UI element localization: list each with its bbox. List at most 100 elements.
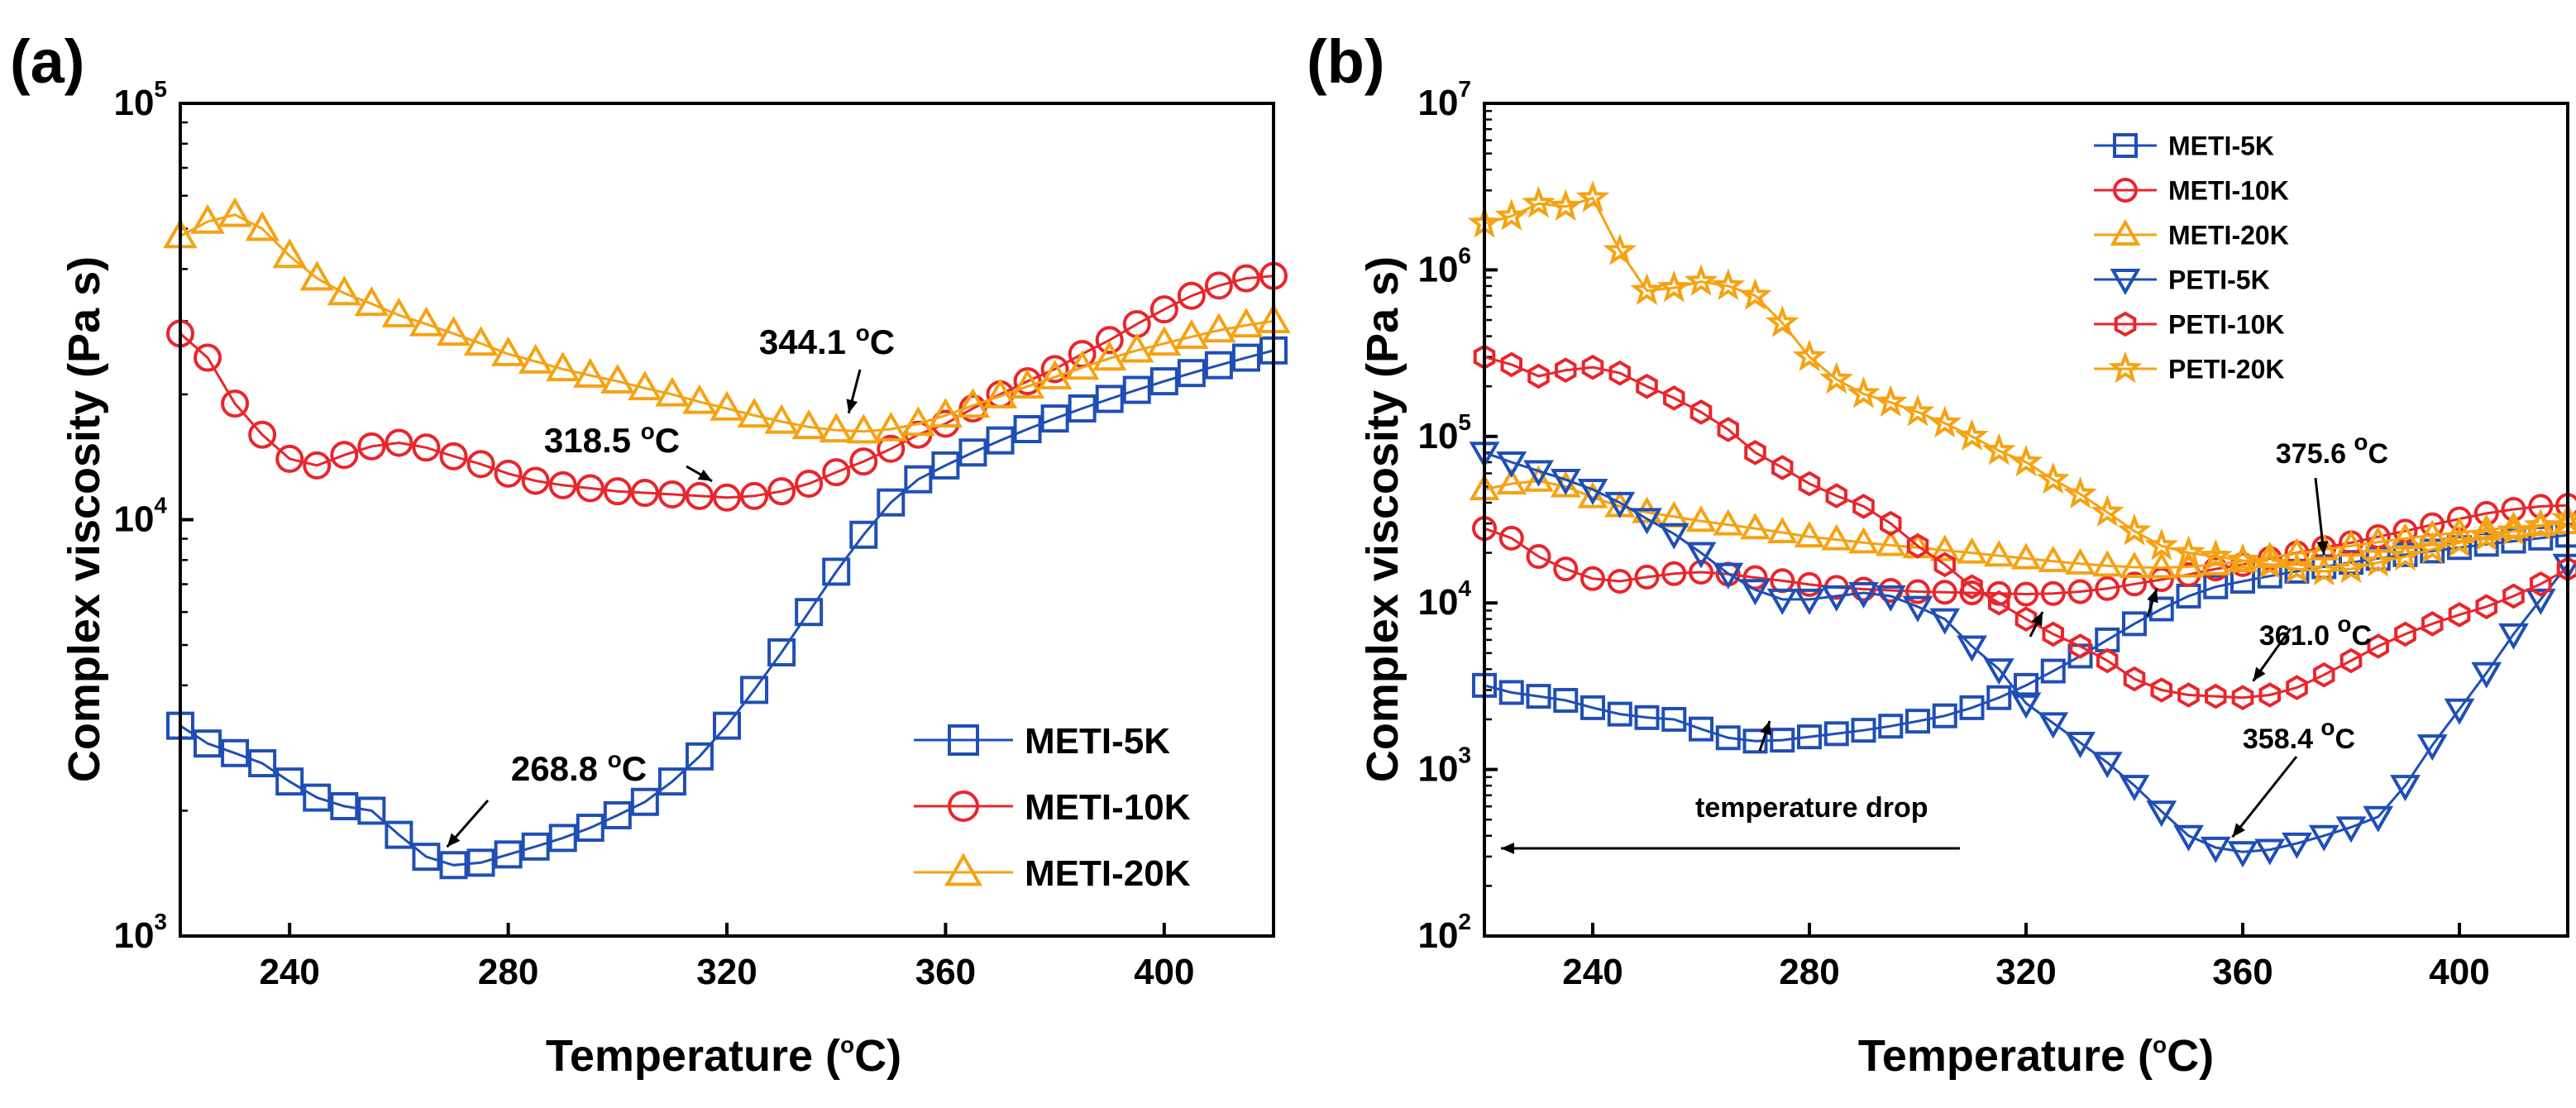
x-tick-label: 280 <box>1779 952 1839 992</box>
data-point <box>2394 621 2416 647</box>
data-point <box>1661 561 1687 586</box>
data-point <box>657 767 686 796</box>
data-point <box>490 336 526 366</box>
series-group-b <box>1467 180 2576 868</box>
data-point <box>931 451 960 480</box>
panel-label-a: (a) <box>10 27 84 96</box>
data-point <box>412 843 441 872</box>
data-point <box>1983 540 2014 567</box>
y-tick-label: 104 <box>113 493 167 540</box>
data-point <box>2473 532 2499 557</box>
data-point <box>928 398 963 428</box>
data-point <box>1523 465 1554 492</box>
data-point <box>385 820 413 849</box>
series-meti-10k <box>166 261 1288 512</box>
data-point <box>303 451 332 480</box>
data-point <box>2254 542 2286 569</box>
data-point <box>1765 305 1799 337</box>
data-point <box>1604 491 1636 518</box>
data-point <box>1068 394 1097 423</box>
data-point <box>2469 518 2504 552</box>
annotation-label: 318.5 oC <box>544 418 680 460</box>
data-point <box>2415 531 2449 564</box>
data-point <box>1526 684 1551 709</box>
data-point <box>1037 359 1073 389</box>
data-point <box>221 738 250 767</box>
legend-label: METI-20K <box>2168 221 2289 251</box>
annotation-label: 358.4 oC <box>2243 714 2355 755</box>
data-point <box>2146 800 2177 828</box>
data-point <box>2205 683 2227 709</box>
data-point <box>1577 478 1608 505</box>
data-point <box>1797 724 1822 750</box>
data-point <box>573 357 608 388</box>
data-point <box>303 783 332 812</box>
data-point <box>685 742 714 771</box>
series-peti-20k <box>1467 180 2576 586</box>
data-point <box>846 413 881 444</box>
plot-frame-a <box>179 102 1275 938</box>
data-point <box>385 428 413 457</box>
data-point <box>2200 836 2231 863</box>
x-tick-label: 400 <box>1134 952 1194 992</box>
data-point <box>217 197 252 227</box>
data-point <box>2096 647 2119 674</box>
data-point <box>1523 460 1554 487</box>
data-point <box>2335 816 2367 843</box>
legend-marker <box>948 790 979 822</box>
legend-item-peti-10k: PETI-10K <box>2094 310 2284 340</box>
legend-item-peti-20k: PETI-20K <box>2094 351 2284 384</box>
data-point <box>2091 550 2123 577</box>
data-point <box>2530 571 2552 597</box>
data-point <box>1766 516 1798 544</box>
data-point <box>1095 326 1124 355</box>
data-point <box>2471 513 2502 541</box>
data-point <box>436 316 471 346</box>
legend-item-meti-5k: METI-5K <box>914 721 1170 762</box>
data-point <box>603 477 632 506</box>
data-point <box>1929 534 1961 561</box>
data-point <box>1906 533 1929 559</box>
data-point <box>2471 661 2502 689</box>
data-point <box>327 275 362 306</box>
data-point <box>849 447 878 476</box>
legend-label: METI-10K <box>2168 176 2289 206</box>
data-point <box>2282 537 2312 565</box>
data-point <box>2367 633 2389 659</box>
data-point <box>439 851 468 880</box>
data-point <box>1496 468 1527 495</box>
data-point <box>2286 675 2308 700</box>
data-point <box>630 787 659 816</box>
series-line <box>1484 480 2569 570</box>
annotations-b: 375.6 oC 361.0 oC 358.4 oC temperature drop <box>1501 429 2388 854</box>
annotation-arrow <box>686 465 713 483</box>
data-point <box>657 480 686 509</box>
data-point <box>299 260 334 291</box>
legend-marker <box>2110 219 2141 246</box>
data-point <box>1010 369 1045 399</box>
data-point <box>955 388 991 418</box>
legend-item-peti-5k: PETI-5K <box>2094 265 2270 295</box>
data-point <box>2038 545 2069 572</box>
data-point <box>713 483 741 512</box>
data-point <box>1929 608 1961 635</box>
data-point <box>1711 268 1746 301</box>
data-point <box>2036 461 2071 494</box>
y-tick-label: 104 <box>1417 575 1471 623</box>
data-point <box>2014 672 2038 698</box>
data-point <box>2014 581 2038 607</box>
annotation-arrow-head <box>1760 721 1771 736</box>
data-point <box>1738 278 1772 310</box>
data-point <box>1988 590 2010 616</box>
annotation-arrow <box>2252 628 2292 682</box>
data-point <box>2119 775 2150 802</box>
data-point <box>986 426 1015 455</box>
annotation-arrow <box>2231 756 2298 838</box>
data-point <box>2148 567 2174 593</box>
annotation-arrow <box>846 369 862 414</box>
data-point <box>2095 575 2120 601</box>
data-point <box>1231 343 1260 372</box>
annotation-arrow <box>1758 720 1771 752</box>
data-point <box>2010 542 2042 570</box>
data-point <box>1550 469 1581 496</box>
